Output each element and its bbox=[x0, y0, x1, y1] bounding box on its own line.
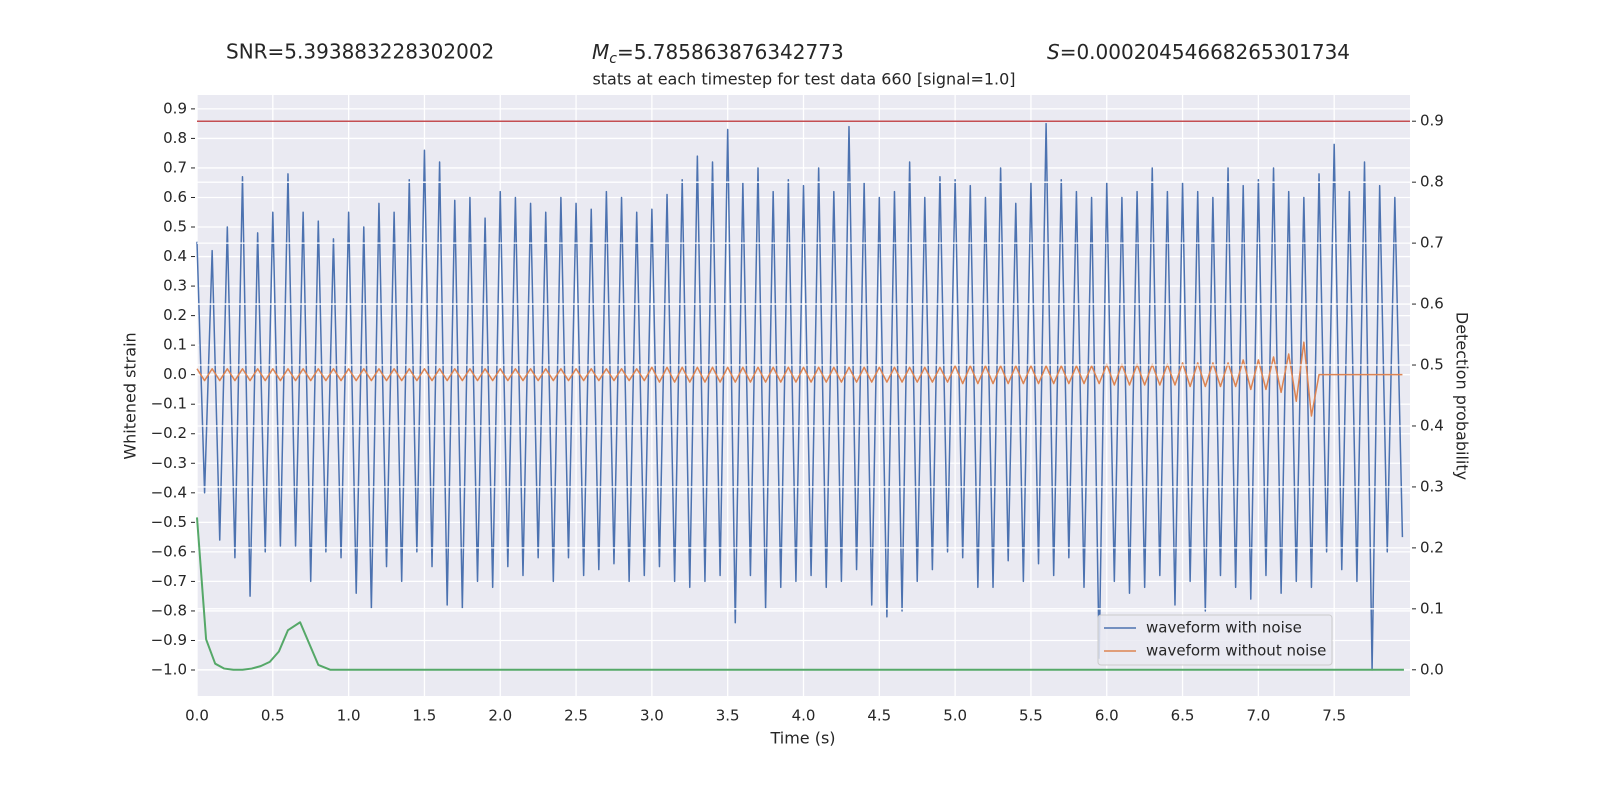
y-tick-label: 0.4 bbox=[163, 247, 187, 265]
y-tick-label: 0.9 bbox=[163, 99, 187, 117]
y2-tick-label: 0.6 bbox=[1420, 295, 1444, 313]
x-tick-label: 7.0 bbox=[1246, 707, 1270, 725]
y-tick-label: −0.7 bbox=[151, 572, 187, 590]
y-tick-label: 0.8 bbox=[163, 129, 187, 147]
y2-tick-label: 0.0 bbox=[1420, 660, 1444, 678]
y-tick-label: −0.8 bbox=[151, 601, 187, 619]
legend-box bbox=[1097, 614, 1333, 666]
s-value: =0.00020454668265301734 bbox=[1060, 40, 1350, 64]
series-line bbox=[196, 341, 1403, 417]
x-tick-label: 1.0 bbox=[337, 707, 361, 725]
y-tick-label: −0.3 bbox=[151, 454, 187, 472]
y-tick-label: 0.1 bbox=[163, 336, 187, 354]
y2-tick-label: 0.7 bbox=[1420, 234, 1444, 252]
mc-symbol: M bbox=[592, 40, 609, 64]
y-tick-label: 0.2 bbox=[163, 306, 187, 324]
series-line bbox=[196, 517, 1404, 671]
x-tick-label: 2.5 bbox=[564, 707, 588, 725]
y2-axis-label: Detection probability bbox=[1453, 312, 1472, 480]
x-axis-label: Time (s) bbox=[769, 729, 835, 748]
y-axis-label: Whitened strain bbox=[121, 332, 140, 459]
x-tick-label: 0.5 bbox=[261, 707, 285, 725]
x-tick-label: 4.0 bbox=[792, 707, 816, 725]
y2-tick-label: 0.9 bbox=[1420, 112, 1444, 130]
y-tick-label: 0.3 bbox=[163, 277, 187, 295]
y-tick-label: −0.5 bbox=[151, 513, 187, 531]
y-tick-label: −0.2 bbox=[151, 424, 187, 442]
y2-tick-label: 0.5 bbox=[1420, 356, 1444, 374]
y-tick-label: −0.1 bbox=[151, 395, 187, 413]
mc-value: =5.785863876342773 bbox=[617, 40, 844, 64]
legend-label: waveform with noise bbox=[1146, 619, 1302, 637]
x-tick-label: 5.5 bbox=[1019, 707, 1043, 725]
x-tick-label: 3.5 bbox=[716, 707, 740, 725]
y-tick-label: 0.7 bbox=[163, 158, 187, 176]
y2-tick-label: 0.3 bbox=[1420, 477, 1444, 495]
s-label: S=0.00020454668265301734 bbox=[1047, 40, 1350, 64]
legend-label: waveform without noise bbox=[1146, 642, 1326, 660]
x-tick-label: 7.5 bbox=[1322, 707, 1346, 725]
x-tick-label: 3.0 bbox=[640, 707, 664, 725]
y2-tick-label: 0.1 bbox=[1420, 599, 1444, 617]
chart-title: stats at each timestep for test data 660… bbox=[592, 70, 1015, 89]
x-tick-label: 6.5 bbox=[1171, 707, 1195, 725]
x-tick-label: 5.0 bbox=[943, 707, 967, 725]
snr-label: SNR=5.393883228302002 bbox=[226, 40, 494, 64]
s-symbol: S bbox=[1047, 40, 1060, 64]
y-tick-label: 0.0 bbox=[163, 365, 187, 383]
y-tick-label: −1.0 bbox=[151, 661, 187, 679]
x-tick-label: 2.0 bbox=[488, 707, 512, 725]
series-line bbox=[196, 122, 1404, 671]
y-tick-label: 0.6 bbox=[163, 188, 187, 206]
y2-tick-label: 0.8 bbox=[1420, 173, 1444, 191]
y-tick-label: −0.6 bbox=[151, 542, 187, 560]
x-tick-label: 4.5 bbox=[867, 707, 891, 725]
x-tick-label: 6.0 bbox=[1095, 707, 1119, 725]
y2-tick-label: 0.2 bbox=[1420, 538, 1444, 556]
mc-label: Mc=5.785863876342773 bbox=[592, 40, 844, 68]
mc-subscript: c bbox=[609, 51, 617, 67]
x-tick-label: 0.0 bbox=[185, 707, 209, 725]
y-tick-label: 0.5 bbox=[163, 218, 187, 236]
y2-tick-label: 0.4 bbox=[1420, 416, 1444, 434]
y-tick-label: −0.4 bbox=[151, 483, 187, 501]
y-tick-label: −0.9 bbox=[151, 631, 187, 649]
x-tick-label: 1.5 bbox=[413, 707, 437, 725]
